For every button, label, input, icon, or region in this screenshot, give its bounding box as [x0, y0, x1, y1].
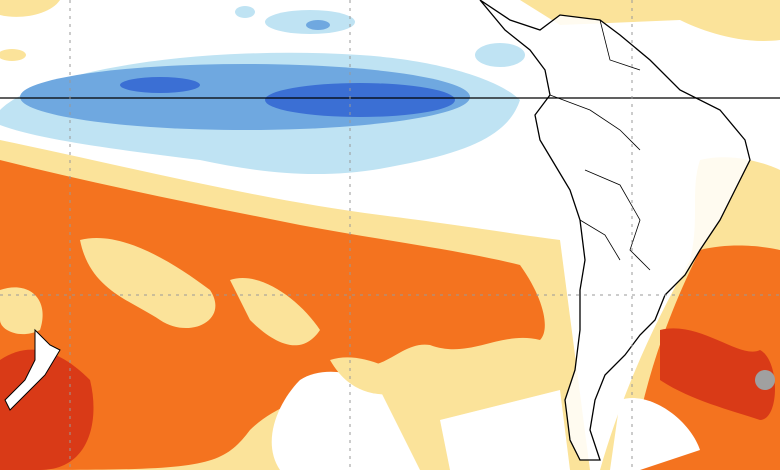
new-zealand: [4, 328, 61, 411]
south-atlantic-warm-region: [600, 157, 780, 470]
country-borders: [549, 19, 651, 271]
south-america-outline: [479, 0, 751, 461]
cold-anomaly-region: [0, 52, 520, 175]
warm-anomaly-region: [0, 140, 590, 470]
northern-patches: [0, 0, 780, 67]
